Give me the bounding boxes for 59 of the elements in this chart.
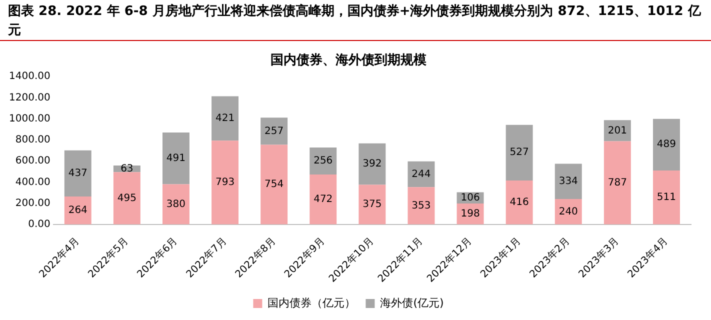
bar — [506, 180, 533, 224]
bar — [260, 144, 288, 224]
bar — [162, 184, 190, 224]
data-label: 353 — [412, 200, 431, 212]
data-label: 793 — [215, 177, 235, 188]
data-label: 63 — [120, 163, 134, 174]
data-label: 257 — [264, 126, 284, 137]
chart-title: 图表 28. 2022 年 6-8 月房地产行业将迎来偿债高峰期，国内债券+海外债券到期规模分别为 872、1215、1012 亿元 — [0, 0, 711, 41]
bar — [408, 187, 435, 224]
legend-label: 海外债(亿元) — [380, 296, 444, 310]
y-tick-label: 600.00 — [15, 156, 50, 167]
bar — [260, 118, 288, 145]
bar — [554, 164, 582, 200]
data-label: 375 — [362, 199, 382, 210]
data-label: 106 — [460, 192, 480, 204]
bar — [358, 143, 386, 185]
bar — [212, 140, 239, 224]
data-label: 527 — [510, 147, 529, 158]
data-label: 787 — [608, 177, 627, 188]
y-tick-label: 1400.00 — [8, 71, 50, 82]
bar — [506, 124, 533, 180]
bar — [652, 118, 680, 170]
data-label: 256 — [314, 156, 333, 167]
y-tick-label: 1000.00 — [8, 113, 50, 124]
y-tick-label: 400.00 — [15, 176, 50, 188]
bar — [310, 148, 337, 175]
data-label: 392 — [362, 158, 382, 170]
data-label: 264 — [68, 205, 88, 216]
y-tick-label: 1200.00 — [8, 92, 50, 104]
y-tick-label: 0.00 — [28, 218, 50, 230]
data-label: 198 — [460, 208, 480, 220]
data-label: 201 — [608, 125, 627, 136]
bar — [652, 170, 680, 224]
data-label: 334 — [558, 176, 578, 188]
bar — [604, 120, 631, 142]
data-label: 511 — [656, 192, 676, 204]
y-tick-label: 800.00 — [15, 134, 50, 146]
bar — [162, 132, 190, 184]
bar — [358, 184, 386, 224]
data-label: 421 — [215, 113, 235, 124]
bar — [212, 96, 239, 141]
data-label: 244 — [412, 168, 431, 180]
data-label: 491 — [166, 152, 186, 164]
data-label: 416 — [510, 197, 529, 208]
data-label: 380 — [166, 198, 186, 210]
data-label: 495 — [117, 192, 136, 204]
bar — [113, 172, 140, 224]
data-label: 472 — [314, 194, 333, 206]
bar — [64, 150, 92, 197]
data-label: 240 — [558, 206, 578, 218]
data-label: 437 — [68, 168, 88, 180]
bar — [604, 141, 631, 224]
chart-subtitle: 国内债券、海外债到期规模 — [270, 53, 426, 68]
legend-label: 国内债券（亿元） — [268, 296, 356, 310]
data-label: 754 — [264, 179, 284, 190]
bar — [310, 174, 337, 224]
y-tick-label: 200.00 — [15, 198, 50, 209]
bar — [408, 161, 435, 188]
data-label: 489 — [656, 139, 676, 150]
